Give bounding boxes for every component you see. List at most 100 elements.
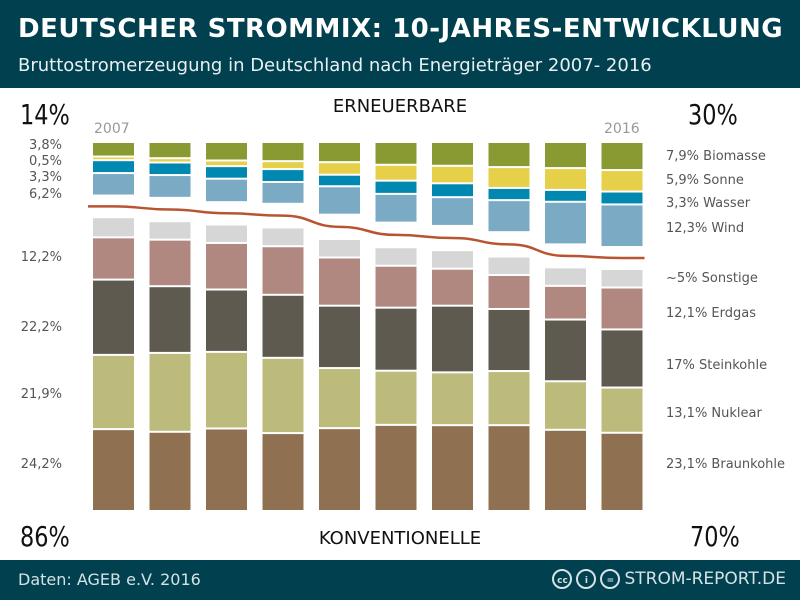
bar-braunkohle-2011: [319, 429, 360, 510]
bar-biomasse-2012: [375, 143, 417, 164]
bar-braunkohle-2012: [375, 425, 417, 510]
bar-erdgas-2008: [149, 240, 191, 286]
bar-braunkohle-2009: [206, 429, 247, 510]
bar-wasser-2010: [262, 170, 304, 181]
bar-nuklear-2009: [206, 352, 247, 428]
bar-braunkohle-2010: [262, 434, 304, 510]
bar-nuklear-2016: [601, 388, 643, 432]
conventional-heading: KONVENTIONELLE: [318, 528, 482, 549]
bar-steinkohle-2009: [206, 290, 247, 351]
bar-erdgas-2007: [93, 238, 134, 279]
bar-sonstige-2012: [375, 248, 417, 265]
start-label-braunkohle: 24,2%: [20, 457, 62, 472]
bar-biomasse-2008: [149, 143, 191, 158]
bar-steinkohle-2008: [149, 287, 191, 352]
bar-wasser-2009: [206, 167, 247, 178]
divider-line: [88, 205, 645, 260]
bar-erdgas-2010: [262, 247, 304, 294]
bar-braunkohle-2013: [432, 426, 473, 510]
bar-erdgas-2011: [319, 258, 360, 305]
bar-nuklear-2015: [545, 382, 586, 429]
bar-biomasse-2014: [488, 143, 530, 167]
bar-steinkohle-2012: [375, 308, 417, 370]
bar-erdgas-2012: [375, 266, 417, 307]
bar-erdgas-2016: [601, 288, 643, 329]
bar-sonstige-2009: [206, 225, 247, 242]
start-label-nuklear: 21,9%: [20, 387, 62, 402]
chart-subtitle: Bruttostromerzeugung in Deutschland nach…: [18, 55, 652, 76]
bar-biomasse-2010: [262, 143, 304, 161]
bar-erdgas-2015: [545, 286, 586, 319]
bar-wasser-2007: [93, 161, 134, 173]
data-source: Daten: AGEB e.V. 2016: [18, 570, 201, 589]
bar-erdgas-2013: [432, 269, 473, 305]
bar-sonne-2009: [206, 161, 247, 166]
bar-wasser-2012: [375, 181, 417, 193]
bar-wasser-2008: [149, 163, 191, 175]
bar-biomasse-2015: [545, 143, 586, 168]
end-label-biomasse: 7,9% Biomasse: [666, 149, 766, 164]
bar-erdgas-2014: [488, 275, 530, 308]
end-label-steinkohle: 17% Steinkohle: [666, 358, 768, 373]
bar-wind-2012: [375, 194, 417, 222]
conventional-end-share: 70%: [690, 520, 740, 553]
brand-name[interactable]: STROM-REPORT.DE: [624, 569, 786, 589]
bar-steinkohle-2016: [601, 330, 643, 387]
bar-steinkohle-2011: [319, 306, 360, 368]
bar-wind-2015: [545, 202, 586, 244]
bar-sonne-2007: [93, 157, 134, 160]
conventional-start-share: 86%: [20, 520, 70, 553]
bar-steinkohle-2010: [262, 295, 304, 357]
header-band: DEUTSCHER STROMMIX: 10-JAHRES-ENTWICKLUN…: [0, 0, 800, 88]
bar-steinkohle-2013: [432, 306, 473, 372]
brand[interactable]: cc i = STROM-REPORT.DE: [552, 569, 786, 589]
bar-nuklear-2014: [488, 372, 530, 425]
end-label-sonne: 5,9% Sonne: [666, 173, 744, 188]
start-label-erdgas: 12,2%: [20, 250, 62, 265]
bar-wasser-2014: [488, 188, 530, 200]
end-label-sonstige: ~5% Sonstige: [666, 271, 758, 286]
year-end-label: 2016: [604, 121, 640, 137]
bar-wasser-2015: [545, 190, 586, 201]
bar-sonne-2010: [262, 162, 304, 169]
bar-wasser-2016: [601, 192, 643, 204]
bar-nuklear-2010: [262, 358, 304, 433]
bar-braunkohle-2007: [93, 430, 134, 510]
end-label-erdgas: 12,1% Erdgas: [666, 306, 757, 321]
bar-steinkohle-2015: [545, 320, 586, 381]
bar-wind-2014: [488, 201, 530, 232]
start-label-wind: 6,2%: [28, 187, 62, 202]
bar-sonne-2015: [545, 169, 586, 189]
bar-wind-2008: [149, 176, 191, 197]
start-label-wasser: 3,3%: [28, 170, 62, 185]
start-label-steinkohle: 22,2%: [20, 320, 62, 335]
bar-erdgas-2009: [206, 243, 247, 289]
bar-nuklear-2011: [319, 369, 360, 428]
bar-steinkohle-2007: [93, 280, 134, 354]
bar-sonstige-2010: [262, 228, 304, 246]
bar-wind-2016: [601, 205, 643, 247]
bar-biomasse-2013: [432, 143, 473, 165]
bar-sonne-2011: [319, 163, 360, 174]
bar-sonne-2013: [432, 166, 473, 183]
bar-sonstige-2011: [319, 239, 360, 257]
end-label-wasser: 3,3% Wasser: [666, 196, 751, 211]
bar-braunkohle-2015: [545, 430, 586, 510]
bar-sonne-2008: [149, 159, 191, 162]
year-start-label: 2007: [94, 121, 130, 137]
footer-band: Daten: AGEB e.V. 2016 cc i = STROM-REPOR…: [0, 560, 800, 600]
bar-wasser-2013: [432, 184, 473, 197]
bar-sonne-2012: [375, 165, 417, 180]
bar-sonstige-2007: [93, 218, 134, 237]
bar-sonne-2014: [488, 168, 530, 187]
by-icon: i: [576, 569, 597, 589]
bar-biomasse-2007: [93, 143, 134, 156]
bar-sonstige-2008: [149, 222, 191, 239]
renewables-heading: ERNEUERBARE: [332, 96, 468, 117]
bar-biomasse-2011: [319, 143, 360, 162]
bar-wasser-2011: [319, 175, 360, 186]
renewables-start-share: 14%: [20, 98, 70, 131]
start-label-biomasse: 3,8%: [28, 138, 62, 153]
end-label-braunkohle: 23,1% Braunkohle: [666, 457, 786, 472]
